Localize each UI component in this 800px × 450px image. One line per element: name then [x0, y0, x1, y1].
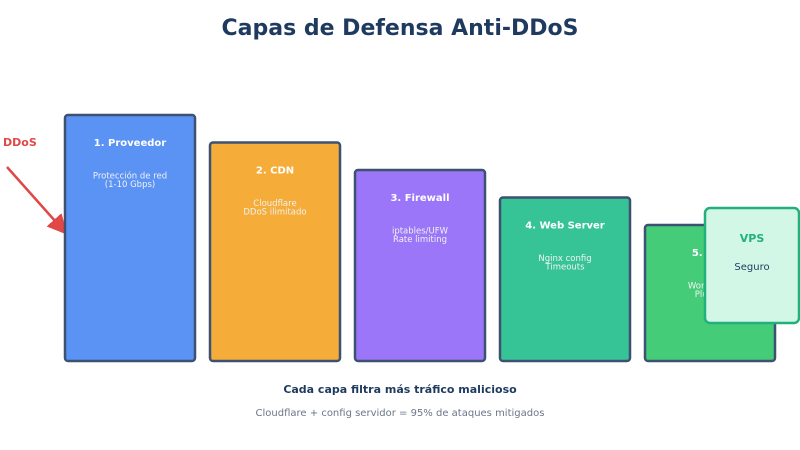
layer-box — [208, 141, 342, 363]
layer-detail: Nginx config — [538, 254, 591, 264]
layer-title: 2. CDN — [256, 166, 294, 177]
target: VPS Seguro — [703, 206, 800, 325]
layer-detail: iptables/UFW — [392, 227, 449, 237]
layer-detail: (1-10 Gbps) — [105, 180, 155, 190]
target-title: VPS — [740, 232, 765, 245]
attack-arrow — [6, 166, 68, 235]
note: Cloudflare + config servidor = 95% de at… — [256, 408, 545, 419]
layer-box — [498, 196, 632, 363]
title: Capas de Defensa Anti-DDoS — [222, 16, 579, 41]
layer-detail: Cloudflare — [253, 199, 296, 209]
target-subtitle: Seguro — [734, 262, 769, 273]
attack-label: DDoS — [3, 136, 37, 149]
layer-box — [353, 168, 487, 363]
layer-box — [63, 113, 197, 363]
layer-detail: Timeouts — [544, 263, 585, 273]
layer-title: 1. Proveedor — [94, 138, 166, 149]
caption: Cada capa filtra más tráfico malicioso — [283, 383, 517, 396]
layers: 1. Proveedor Protección de red(1-10 Gbps)… — [63, 113, 777, 363]
layer-detail: DDoS ilimitado — [243, 208, 306, 218]
layer-title: 4. Web Server — [525, 221, 605, 232]
layer-detail: Protección de red — [93, 171, 167, 182]
layer-detail: Rate limiting — [393, 235, 447, 245]
target-box — [703, 206, 800, 325]
layer-title: 3. Firewall — [390, 193, 449, 204]
